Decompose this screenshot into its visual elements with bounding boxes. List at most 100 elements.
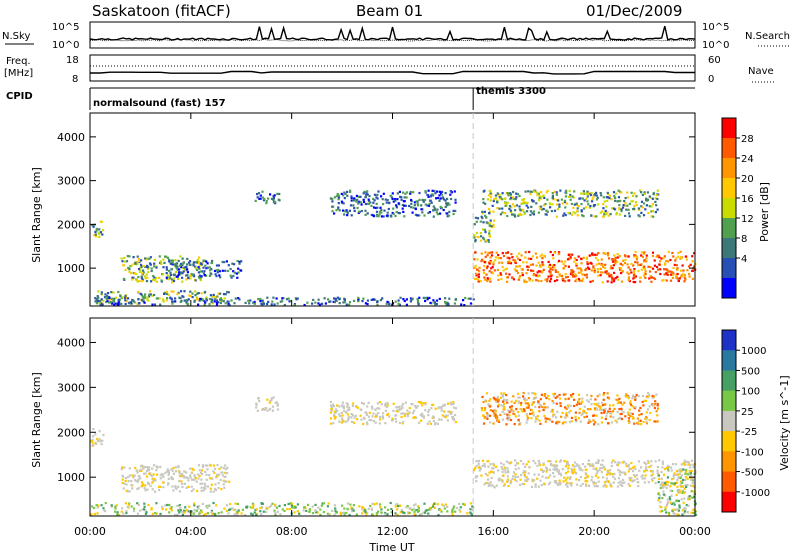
heatmap-cell — [523, 279, 526, 282]
heatmap-cell — [522, 408, 526, 411]
heatmap-cell — [574, 212, 577, 215]
heatmap-cell — [569, 409, 572, 412]
heatmap-cell — [679, 257, 682, 260]
heatmap-cell — [410, 206, 413, 209]
heatmap-cell — [477, 236, 480, 239]
heatmap-cell — [447, 214, 451, 217]
heatmap-cell — [275, 506, 279, 509]
heatmap-cell — [501, 470, 504, 474]
heatmap-cell — [171, 469, 174, 472]
heatmap-cell — [492, 462, 495, 465]
heatmap-cell — [127, 503, 130, 506]
heatmap-cell — [657, 474, 660, 477]
heatmap-cell — [581, 197, 584, 200]
heatmap-cell — [600, 416, 603, 419]
heatmap-cell — [525, 272, 528, 275]
heatmap-cell — [384, 506, 387, 509]
heatmap-cell — [619, 480, 622, 483]
heatmap-cell — [149, 256, 152, 259]
heatmap-cell — [359, 414, 362, 417]
heatmap-cell — [98, 228, 101, 231]
heatmap-cell — [215, 504, 218, 507]
heatmap-cell — [489, 421, 492, 424]
heatmap-cell — [689, 466, 692, 469]
heatmap-cell — [486, 265, 489, 268]
heatmap-cell — [613, 195, 616, 198]
heatmap-cell — [186, 271, 189, 274]
heatmap-cell — [651, 210, 655, 213]
heatmap-cell — [545, 213, 548, 216]
heatmap-cell — [681, 509, 684, 512]
heatmap-cell — [206, 504, 209, 507]
heatmap-cell — [340, 421, 343, 424]
heatmap-cell — [365, 513, 368, 516]
heatmap-cell — [440, 409, 443, 412]
heatmap-cell — [587, 484, 591, 487]
heatmap-cell — [140, 481, 144, 484]
heatmap-cell — [580, 210, 583, 213]
heatmap-cell — [503, 469, 506, 472]
heatmap-cell — [230, 276, 233, 279]
heatmap-cell — [610, 421, 614, 424]
heatmap-cell — [335, 195, 338, 198]
heatmap-cell — [358, 200, 361, 203]
heatmap-cell — [492, 225, 495, 228]
heatmap-cell — [606, 199, 609, 202]
heatmap-cell — [570, 271, 573, 274]
heatmap-cell — [617, 477, 621, 480]
heatmap-cell — [223, 475, 226, 478]
heatmap-cell — [518, 276, 521, 279]
heatmap-cell — [592, 482, 595, 485]
heatmap-cell — [389, 501, 392, 505]
heatmap-cell — [225, 509, 228, 513]
heatmap-cell — [644, 474, 647, 477]
colorbar-swatch — [722, 330, 736, 351]
heatmap-cell — [171, 302, 174, 305]
heatmap-cell — [402, 200, 405, 203]
heatmap-cell — [634, 406, 637, 409]
heatmap-cell — [330, 409, 333, 412]
heatmap-cell — [577, 205, 580, 208]
y-tick-label: 2000 — [57, 218, 85, 231]
heatmap-cell — [638, 409, 641, 412]
heatmap-cell — [643, 265, 646, 268]
heatmap-cell — [136, 263, 139, 266]
heatmap-cell — [136, 469, 139, 472]
heatmap-cell — [539, 196, 542, 199]
heatmap-cell — [348, 303, 351, 306]
heatmap-cell — [527, 477, 530, 480]
heatmap-cell — [575, 274, 578, 277]
heatmap-cell — [597, 476, 600, 479]
heatmap-cell — [636, 417, 639, 420]
heatmap-cell — [189, 467, 192, 470]
heatmap-cell — [516, 475, 520, 479]
heatmap-cell — [247, 299, 250, 302]
heatmap-cell — [563, 201, 566, 204]
heatmap-cell — [194, 279, 197, 282]
colorbar-swatch — [722, 370, 736, 392]
heatmap-cell — [392, 212, 395, 216]
heatmap-cell — [492, 471, 495, 474]
heatmap-cell — [540, 393, 543, 396]
velocity-y-label: Slant Range [km] — [30, 372, 43, 468]
heatmap-cell — [444, 300, 447, 304]
x-tick-label: 16:00 — [477, 525, 509, 538]
heatmap-cell — [483, 210, 486, 213]
freq-left-tick-top: 18 — [66, 55, 79, 66]
heatmap-cell — [428, 408, 431, 412]
heatmap-cell — [683, 487, 686, 490]
heatmap-cell — [122, 487, 125, 490]
heatmap-cell — [124, 299, 127, 302]
heatmap-cell — [395, 420, 398, 423]
heatmap-cell — [675, 473, 678, 476]
heatmap-cell — [125, 260, 129, 263]
colorbar-swatch — [722, 350, 736, 371]
heatmap-cell — [384, 513, 387, 516]
heatmap-cell — [497, 274, 500, 277]
heatmap-cell — [501, 467, 504, 471]
heatmap-cell — [580, 413, 583, 416]
heatmap-cell — [648, 418, 651, 422]
heatmap-cell — [294, 506, 297, 509]
heatmap-cell — [497, 403, 500, 406]
heatmap-cell — [346, 194, 349, 197]
